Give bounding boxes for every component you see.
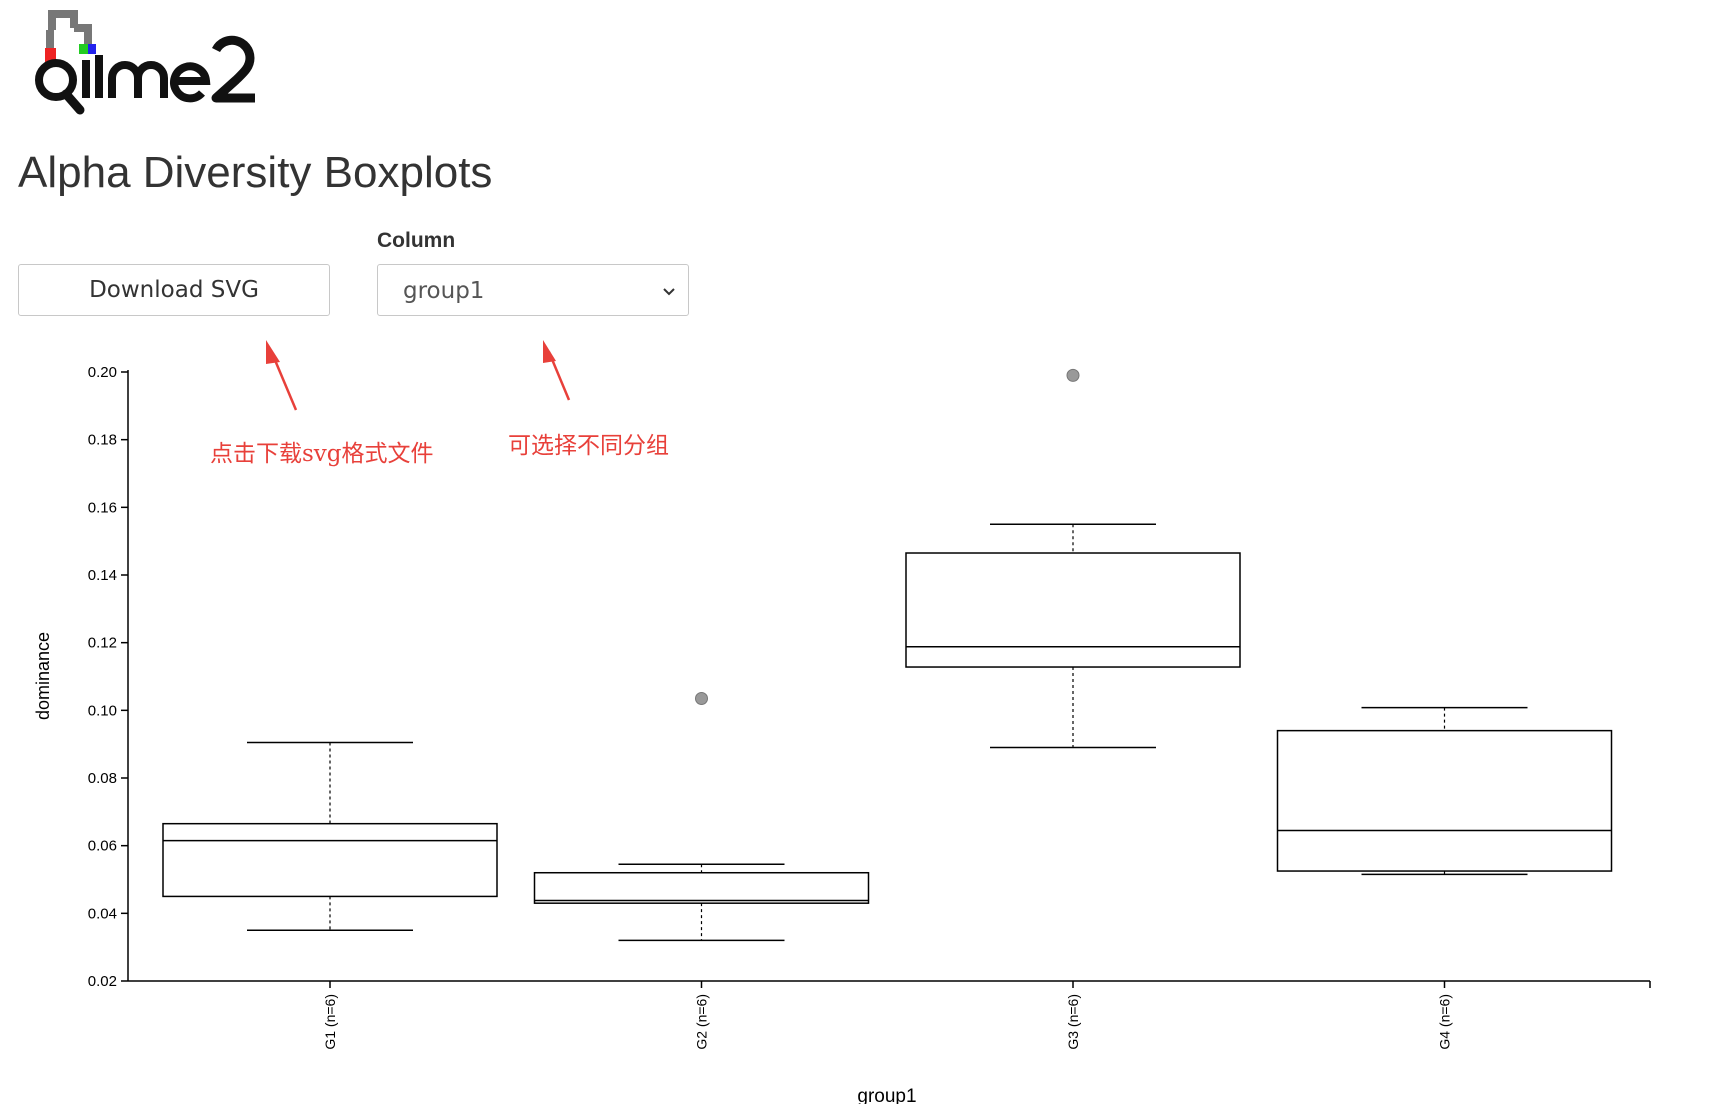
y-tick-label: 0.02 xyxy=(88,973,117,990)
select-annotation: 可选择不同分组 xyxy=(508,433,669,459)
x-tick-label: G3 (n=6) xyxy=(1065,994,1081,1050)
outlier-point xyxy=(695,691,708,705)
y-tick-label: 0.06 xyxy=(88,838,117,855)
y-tick-label: 0.20 xyxy=(88,364,117,381)
y-tick-label: 0.12 xyxy=(88,635,117,652)
box xyxy=(162,822,498,898)
download-svg-button[interactable]: Download SVG xyxy=(18,264,330,316)
x-tick-label: G2 (n=6) xyxy=(694,994,710,1050)
boxplot-chart: 0.20 0.18 0.16 0.14 0.12 0.10 0.08 0.06 0.04 0.02… xyxy=(33,364,1651,1104)
column-label: Column xyxy=(377,229,456,252)
y-tick-label: 0.14 xyxy=(88,567,117,584)
qiime2-logo xyxy=(35,10,255,115)
y-tick-label: 0.08 xyxy=(88,770,117,787)
x-axis-label: group1 xyxy=(857,1086,916,1104)
x-tick-label: G4 (n=6) xyxy=(1437,994,1453,1050)
box xyxy=(905,552,1241,668)
column-select[interactable]: group1 xyxy=(377,264,689,316)
y-tick-label: 0.18 xyxy=(88,432,117,449)
y-axis-label: dominance xyxy=(33,632,53,720)
column-select-value: group1 xyxy=(403,278,485,304)
y-tick-label: 0.10 xyxy=(88,702,117,719)
y-tick-label: 0.16 xyxy=(88,499,117,516)
page-title: Alpha Diversity Boxplots xyxy=(18,148,493,197)
box xyxy=(533,871,870,904)
x-tick-label: G1 (n=6) xyxy=(322,994,338,1050)
download-annotation: 点击下载svg格式文件 xyxy=(210,441,434,467)
outlier-point xyxy=(1066,368,1080,382)
box xyxy=(1276,729,1613,872)
chevron-down-icon xyxy=(663,288,675,296)
y-tick-label: 0.04 xyxy=(88,905,117,922)
